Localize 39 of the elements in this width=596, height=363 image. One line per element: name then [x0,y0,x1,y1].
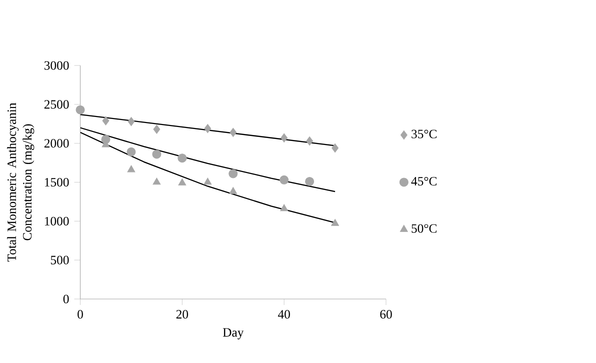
point [152,150,162,159]
point [280,133,288,142]
point [204,178,212,185]
x-axis-title: Day [222,328,244,340]
x-tick-label: 0 [78,310,83,318]
point [128,116,135,126]
point [230,128,237,137]
x-tick-label: 20 [176,310,188,318]
line-series [80,127,336,192]
y-tick-label: 2500 [44,100,69,109]
y-tick-label: 1000 [44,216,69,226]
point [102,116,110,126]
point [153,124,160,134]
x-tick-label: 60 [380,310,392,318]
y-tick-label: 0 [63,294,69,304]
point [332,143,339,152]
point [229,186,238,194]
legend-label: 35°C [412,130,437,138]
y-tick-label: 2000 [44,138,69,148]
point [152,178,161,185]
point [331,218,340,226]
point [280,204,288,212]
y-axis-title: Total Monomeric Anthocyanin Concentration (mg/kg) [7,102,34,262]
y-tick-label: 3000 [44,61,69,70]
point [127,165,136,172]
legend-label: 45°C [411,176,437,186]
y-tick-label: 500 [50,256,69,264]
point [178,153,187,163]
point [178,178,186,186]
point [76,105,85,114]
legend-label: 50°C [412,224,437,233]
point [280,175,289,184]
y-tick-label: 1500 [44,178,69,186]
x-tick-label: 40 [278,310,290,318]
point [126,147,136,156]
point [204,124,212,133]
point [306,136,314,146]
point [228,169,238,178]
point [305,176,314,186]
